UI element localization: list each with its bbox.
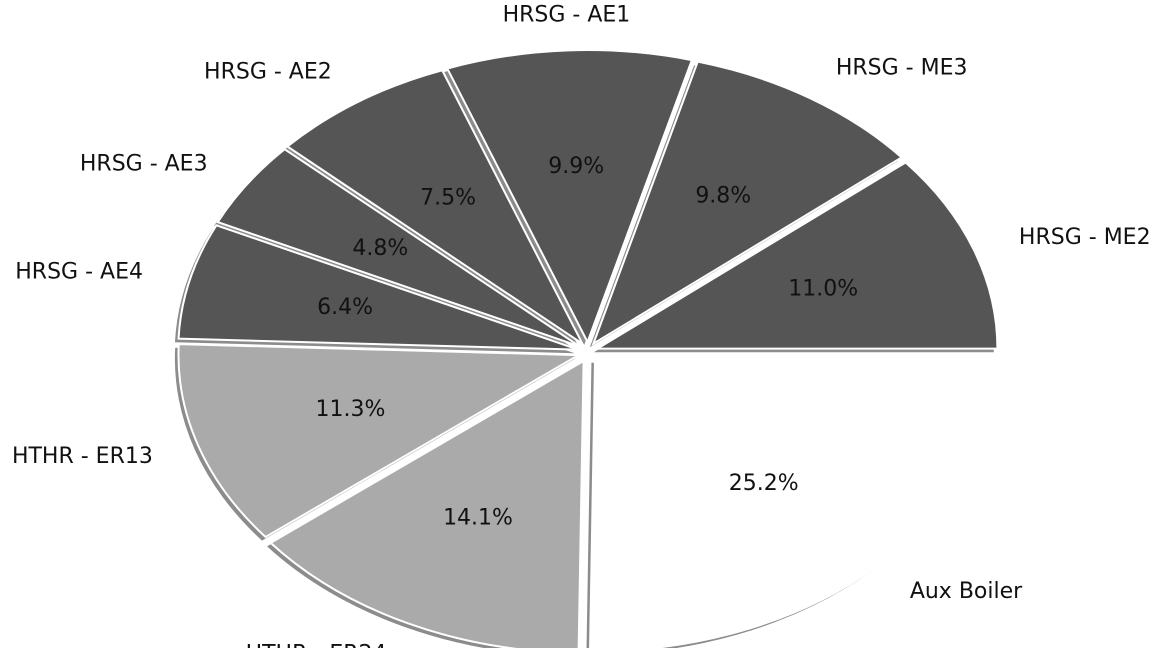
pie-slice-percent-label: 11.0% [788,276,858,301]
pie-slice-hrsg-ae3 [216,147,581,348]
pie-slice-category-label: HRSG - AE2 [204,60,332,85]
pie-slice-hrsg-ae4 [177,224,579,351]
pie-slice-aux-boiler [589,358,997,648]
pie-slice-percent-label: 14.1% [443,505,513,530]
pie-slice-percent-label: 9.9% [548,154,604,179]
pie-slice-category-label: HRSG - AE4 [15,259,143,284]
pie-slice-percent-label: 9.8% [695,183,751,208]
pie-slice-category-label: Aux Boiler [910,579,1023,604]
pie-slice-hthr-er24 [268,359,585,648]
pie-slice-hrsg-me3 [591,60,904,346]
pie-slice-percent-label: 25.2% [729,471,799,496]
pie-slice-hrsg-ae1 [445,49,694,345]
pie-slice-category-label: HRSG - AE1 [503,2,631,27]
pie-slice-percent-label: 7.5% [420,185,476,210]
pie-slice-category-label: HRSG - ME3 [836,56,968,81]
pie-slice-hthr-er13 [177,343,583,539]
pie-slice-hrsg-me2 [593,161,999,350]
pie-slice-percent-label: 6.4% [317,295,373,320]
pie-slice-category-label: HRSG - ME2 [1019,225,1151,250]
pie-slice-category-label: HRSG - AE3 [80,151,208,176]
pie-slice-percent-label: 4.8% [352,236,408,261]
pie-slice-category-label: HTHR - ER13 [12,444,153,469]
pie-slice-percent-label: 11.3% [316,397,386,422]
pie-slice-hrsg-ae2 [285,69,586,347]
pie-slice-category-label: HTHR - ER24 [246,642,387,648]
